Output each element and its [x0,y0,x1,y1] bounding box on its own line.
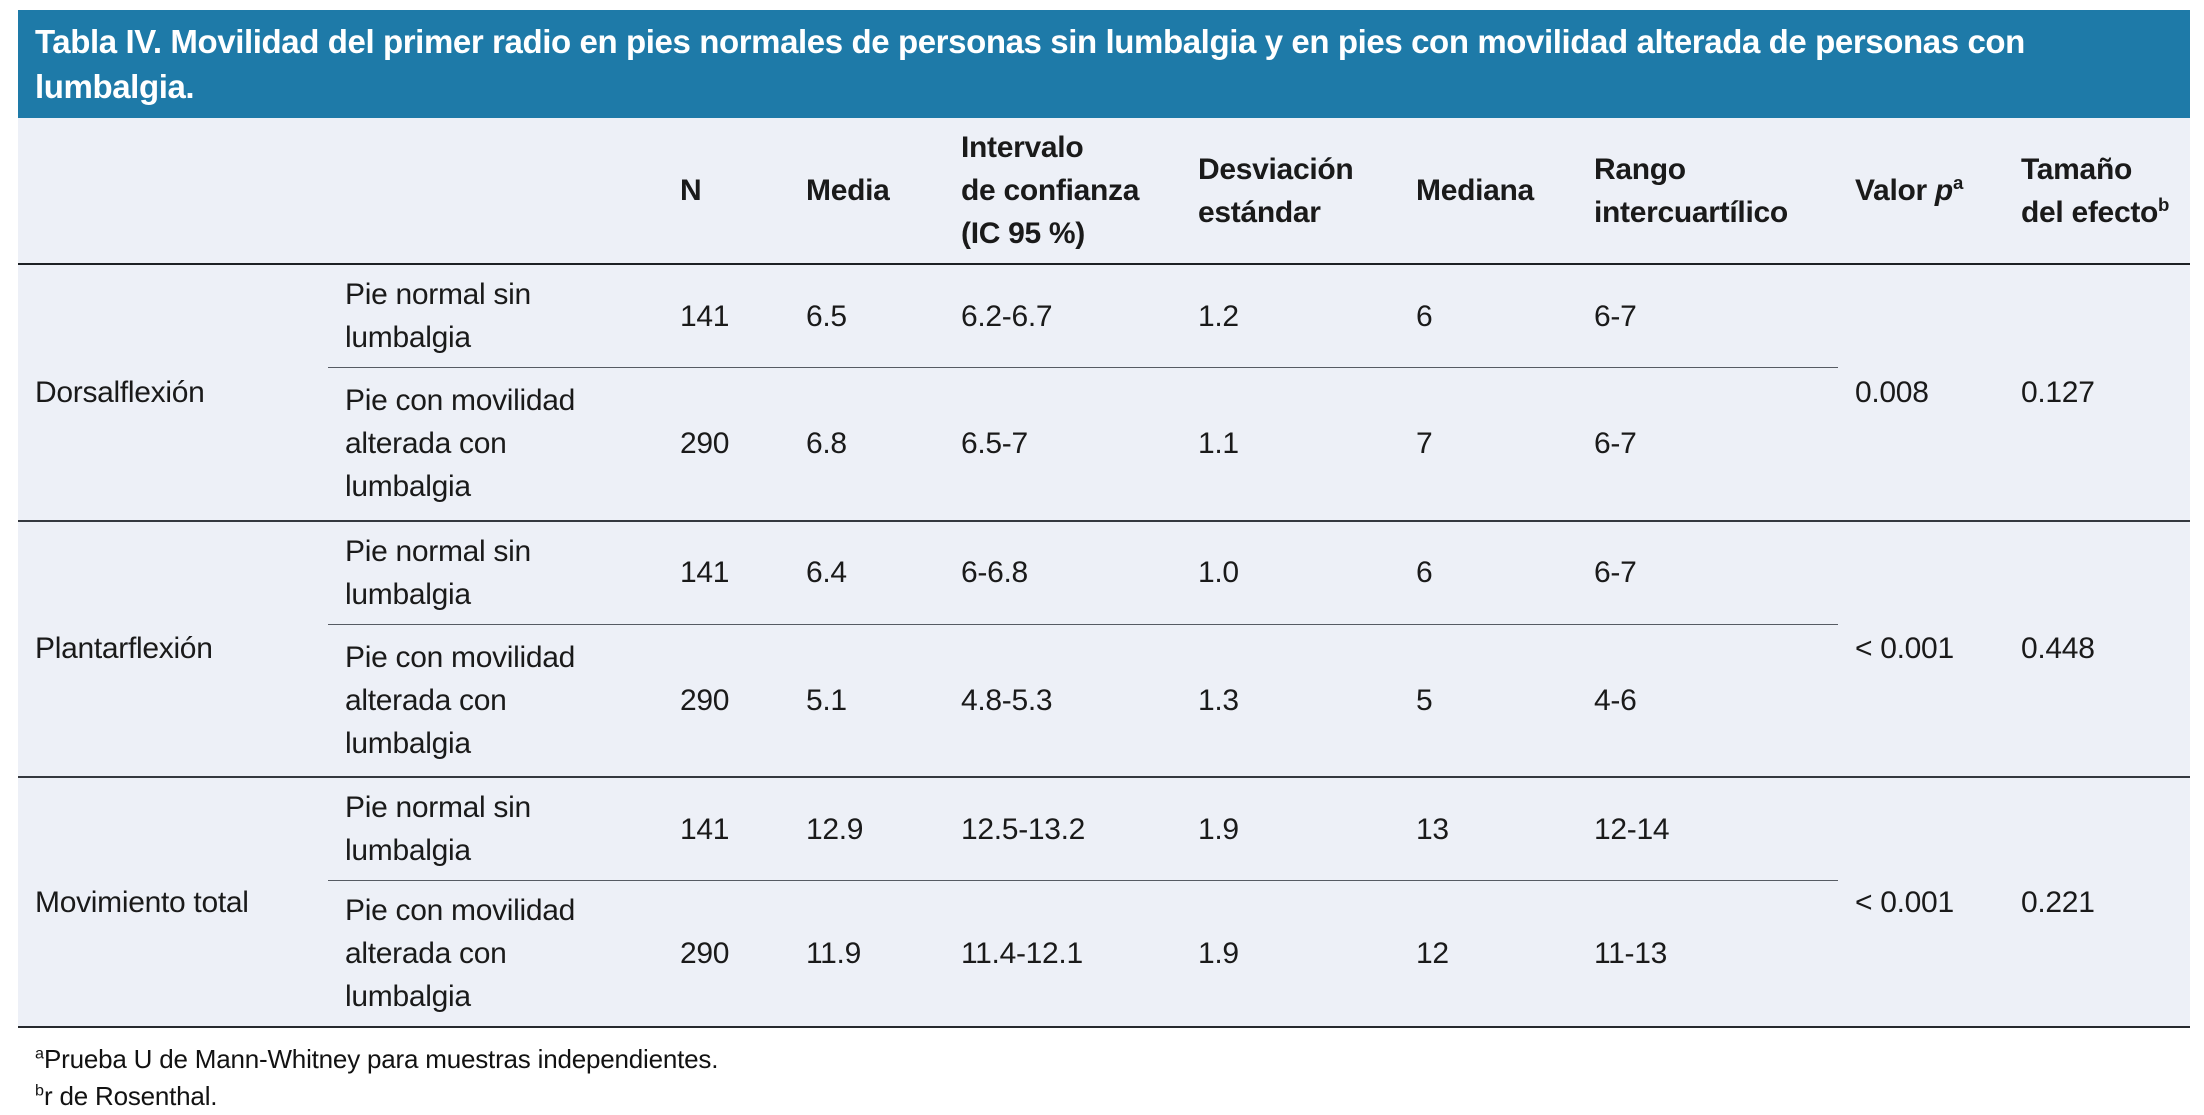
column-header-media: Media [806,174,890,207]
cell-media: 5.1 [806,683,847,717]
cell-n: 290 [680,937,730,970]
cell-confidence-interval: 6.2-6.7 [944,264,1181,368]
column-header-n: N [680,174,702,207]
cell-std-dev: 1.9 [1198,937,1239,970]
table-footnotes: aPrueba U de Mann-Whitney para muestras … [35,1041,2190,1115]
cell-p-value: < 0.001 [1855,632,1954,666]
row-group-plantarflexion: Plantarflexión Pie normal sin lumbalgia … [18,520,2190,778]
cell-median: 5 [1416,683,1433,717]
cell-effect-size: 0.448 [2021,632,2095,666]
condition-cell: Pie normal sin lumbalgia [328,520,663,625]
footnote-marker-a: a [35,1044,44,1063]
table-row: Plantarflexión Pie normal sin lumbalgia … [18,520,2190,665]
condition-cell: Pie normal sin lumbalgia [328,264,663,368]
cell-iqr: 6-7 [1577,520,1838,625]
statistics-table: N Media Intervalo de confianza (IC 95 %)… [18,118,2190,1028]
table-row: Pie con movilidad alterada con lumbalgia… [18,624,2190,777]
effect-size-label: Tamaño del efecto [2021,152,2159,229]
cell-confidence-interval: 6.5-7 [961,427,1028,461]
p-value-label: Valor [1855,174,1927,207]
cell-confidence-interval: 12.5-13.2 [944,777,1181,881]
cell-std-dev: 1.3 [1198,683,1239,717]
group-label-cell: Dorsalflexión [35,375,205,409]
condition-cell: Pie con movilidad alterada con lumbalgia [345,384,576,504]
column-header-confidence-interval: Intervalo de confianza (IC 95 %) [961,131,1140,250]
table-row: Pie con movilidad alterada con lumbalgia… [18,881,2190,1028]
table-container: Tabla IV. Movilidad del primer radio en … [18,10,2190,1115]
cell-iqr: 12-14 [1577,777,1838,881]
cell-effect-size: 0.127 [2021,375,2095,409]
cell-median: 6 [1399,264,1577,368]
table-title: Tabla IV. Movilidad del primer radio en … [18,10,2190,118]
cell-median: 12 [1416,937,1449,970]
cell-n: 141 [663,777,789,881]
cell-iqr: 4-6 [1594,683,1637,717]
footnote-text: r de Rosenthal. [43,1081,218,1111]
cell-median: 7 [1416,427,1433,461]
column-header-movement [18,118,328,264]
condition-cell: Pie con movilidad alterada con lumbalgia [345,894,576,1013]
effect-footnote-marker: b [2158,193,2170,215]
cell-confidence-interval: 6-6.8 [944,520,1181,625]
column-header-effect-size: Tamaño del efectob [2004,118,2190,264]
cell-n: 290 [680,683,730,717]
table-header: N Media Intervalo de confianza (IC 95 %)… [18,118,2190,264]
row-group-movimiento-total: Movimiento total Pie normal sin lumbalgi… [18,777,2190,1027]
group-label-cell: Plantarflexión [35,632,213,666]
p-footnote-marker: a [1952,172,1964,193]
cell-std-dev: 1.2 [1181,264,1399,368]
cell-n: 290 [680,427,730,461]
column-header-p-value: Valor pa [1838,118,2004,264]
column-header-iqr: Rango intercuartílico [1594,152,1788,229]
cell-n: 141 [663,520,789,625]
column-header-std-dev: Desviación estándar [1198,152,1354,229]
cell-p-value: < 0.001 [1855,885,1954,919]
cell-media: 6.8 [806,427,847,461]
footnote-mann-whitney: aPrueba U de Mann-Whitney para muestras … [35,1041,2190,1078]
cell-p-value: 0.008 [1855,375,1929,409]
cell-confidence-interval: 11.4-12.1 [961,937,1083,970]
cell-effect-size: 0.221 [2021,885,2095,919]
p-symbol: p [1934,174,1953,207]
cell-n: 141 [663,264,789,368]
footnote-rosenthal: br de Rosenthal. [35,1078,2190,1115]
cell-std-dev: 1.0 [1181,520,1399,625]
cell-media: 6.4 [789,520,944,625]
cell-confidence-interval: 4.8-5.3 [961,683,1053,717]
cell-std-dev: 1.9 [1181,777,1399,881]
table-row: Pie con movilidad alterada con lumbalgia… [18,368,2190,521]
column-header-condition [328,118,663,264]
cell-median: 13 [1399,777,1577,881]
cell-iqr: 6-7 [1577,264,1838,368]
table-row: Movimiento total Pie normal sin lumbalgi… [18,777,2190,919]
table-row: Dorsalflexión Pie normal sin lumbalgia 1… [18,264,2190,409]
row-group-dorsalflexion: Dorsalflexión Pie normal sin lumbalgia 1… [18,264,2190,521]
group-label-cell: Movimiento total [35,885,249,919]
cell-median: 6 [1399,520,1577,625]
cell-iqr: 11-13 [1594,937,1668,970]
header-row: N Media Intervalo de confianza (IC 95 %)… [18,118,2190,264]
cell-media: 12.9 [789,777,944,881]
cell-iqr: 6-7 [1594,427,1637,461]
footnote-text: Prueba U de Mann-Whitney para muestras i… [43,1044,719,1074]
footnote-marker-b: b [35,1081,44,1100]
cell-media: 6.5 [789,264,944,368]
cell-media: 11.9 [806,937,861,970]
condition-cell: Pie normal sin lumbalgia [328,777,663,881]
column-header-median: Mediana [1416,174,1534,207]
cell-std-dev: 1.1 [1198,427,1239,461]
condition-cell: Pie con movilidad alterada con lumbalgia [345,640,576,760]
